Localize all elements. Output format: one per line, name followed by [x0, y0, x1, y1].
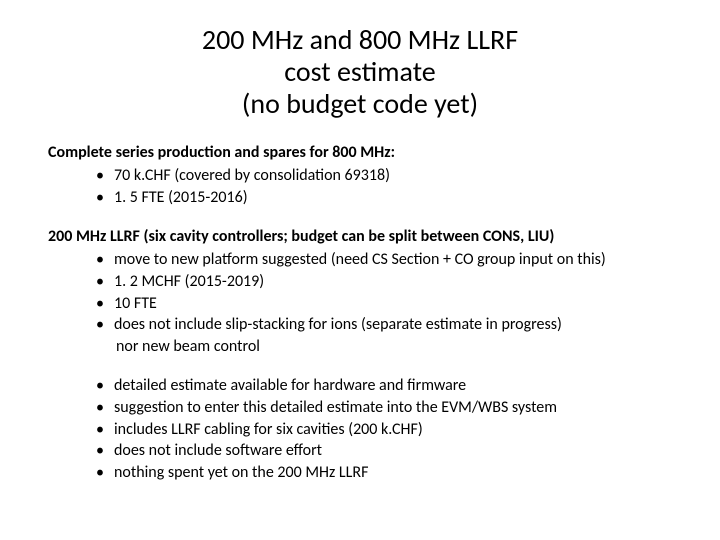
title-line-2: cost estimate	[48, 56, 672, 88]
list-item: includes LLRF cabling for six cavities (…	[96, 419, 672, 441]
slide-title: 200 MHz and 800 MHz LLRF cost estimate (…	[48, 24, 672, 121]
list-item: 1. 2 MCHF (2015-2019)	[96, 271, 672, 293]
bullet-list: move to new platform suggested (need CS …	[48, 249, 672, 335]
list-item: suggestion to enter this detailed estima…	[96, 397, 672, 419]
list-item: detailed estimate available for hardware…	[96, 375, 672, 397]
bullet-list: detailed estimate available for hardware…	[48, 375, 672, 483]
slide-container: 200 MHz and 800 MHz LLRF cost estimate (…	[0, 0, 720, 540]
list-item: 10 FTE	[96, 293, 672, 315]
list-item: nothing spent yet on the 200 MHz LLRF	[96, 462, 672, 484]
section-200mhz: 200 MHz LLRF (six cavity controllers; bu…	[48, 227, 672, 358]
title-line-1: 200 MHz and 800 MHz LLRF	[48, 24, 672, 56]
list-item: 70 k.CHF (covered by consolidation 69318…	[96, 165, 672, 187]
bullet-list: 70 k.CHF (covered by consolidation 69318…	[48, 165, 672, 208]
list-item: move to new platform suggested (need CS …	[96, 249, 672, 271]
list-item: 1. 5 FTE (2015-2016)	[96, 187, 672, 209]
section-800mhz: Complete series production and spares fo…	[48, 143, 672, 209]
continuation-line: nor new beam control	[48, 336, 672, 358]
section-heading: 200 MHz LLRF (six cavity controllers; bu…	[48, 227, 672, 248]
title-line-3: (no budget code yet)	[48, 88, 672, 120]
section-details: detailed estimate available for hardware…	[48, 375, 672, 483]
list-item: does not include software effort	[96, 440, 672, 462]
section-heading: Complete series production and spares fo…	[48, 143, 672, 164]
list-item: does not include slip-stacking for ions …	[96, 314, 672, 336]
